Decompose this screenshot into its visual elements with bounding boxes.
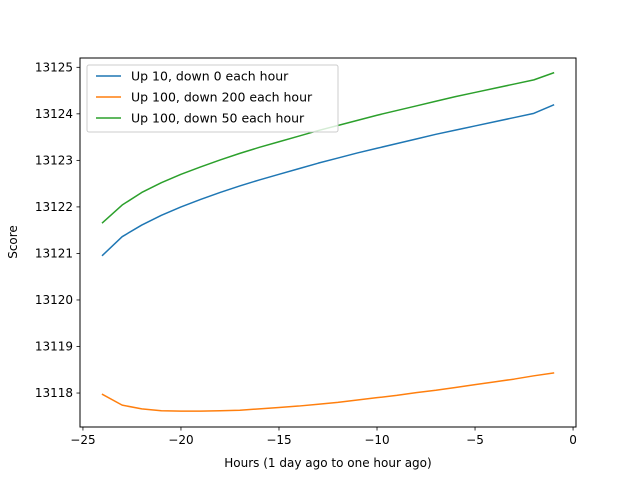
plot-frame [79, 57, 577, 428]
x-tick-label: −15 [266, 433, 291, 447]
legend: Up 10, down 0 each hour Up 100, down 200 … [86, 64, 339, 133]
y-tick-label: 13124 [35, 107, 73, 121]
y-tick-label: 13120 [35, 293, 73, 307]
y-tick-label: 13125 [35, 60, 73, 74]
x-tick-label: −10 [364, 433, 389, 447]
y-tick-label: 13121 [35, 246, 73, 260]
legend-label-2: Up 100, down 200 each hour [131, 90, 313, 105]
y-tick-label: 13123 [35, 153, 73, 167]
legend-box [86, 64, 339, 133]
y-axis: 13118 13119 13120 13121 13122 13123 13124 13125 [35, 60, 80, 400]
x-axis: −25 −20 −15 −10 −5 0 [70, 427, 577, 447]
x-tick-label: −5 [466, 433, 484, 447]
x-tick-label: −25 [70, 433, 95, 447]
legend-label-1: Up 10, down 0 each hour [131, 69, 289, 84]
x-tick-label: 0 [569, 433, 577, 447]
y-axis-label: Score [6, 225, 20, 259]
y-tick-label: 13118 [35, 386, 73, 400]
legend-label-3: Up 100, down 50 each hour [131, 111, 305, 126]
y-tick-label: 13119 [35, 339, 73, 353]
series-line-2 [101, 372, 555, 412]
x-axis-label: Hours (1 day ago to one hour ago) [224, 456, 431, 470]
series-line-1 [101, 104, 555, 257]
y-tick-label: 13122 [35, 200, 73, 214]
x-tick-label: −20 [168, 433, 193, 447]
